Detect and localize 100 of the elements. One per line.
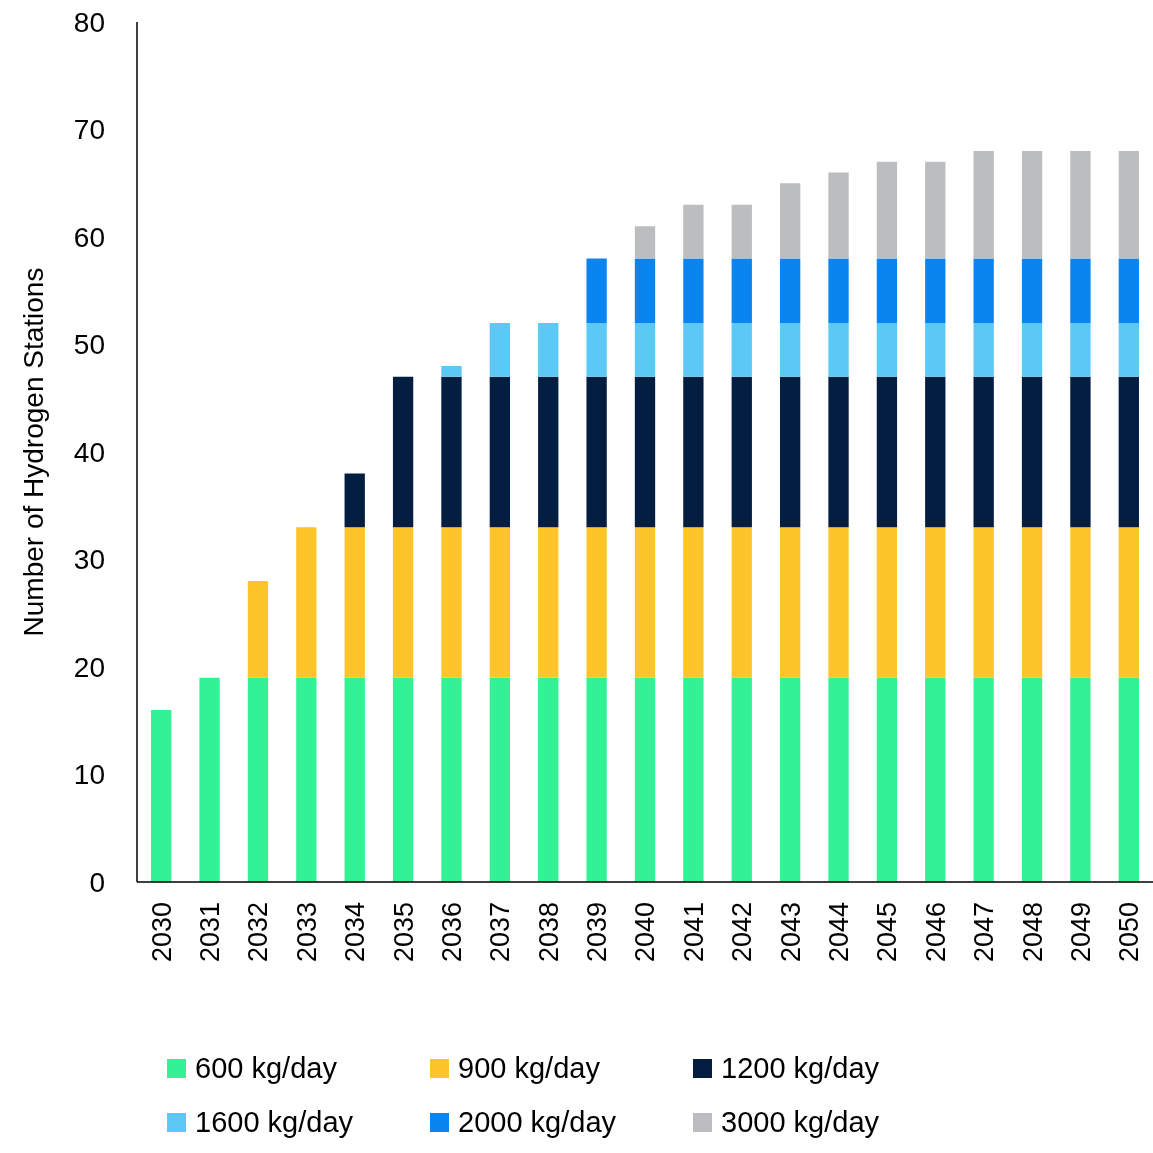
bar [1070, 258, 1091, 323]
bar [1070, 323, 1091, 377]
bar [344, 677, 365, 882]
bar [973, 527, 994, 678]
bar [731, 376, 752, 528]
bar [1118, 677, 1139, 882]
bar [538, 323, 559, 377]
bar [828, 258, 849, 323]
bar [828, 172, 849, 259]
bar [779, 527, 801, 678]
bar [1118, 258, 1139, 323]
bar [779, 183, 801, 259]
bar [538, 376, 559, 528]
bar [779, 677, 801, 882]
bar [1118, 527, 1139, 678]
bar [441, 366, 462, 377]
bar [876, 161, 898, 259]
bar [634, 226, 656, 259]
bar [392, 677, 414, 882]
x-tick-label: 2037 [485, 902, 516, 963]
bar [1118, 376, 1139, 528]
bar [1021, 151, 1043, 259]
x-tick-label: 2048 [1017, 902, 1048, 963]
bar [1021, 323, 1043, 377]
bar [731, 527, 752, 678]
legend-label: 1200 kg/day [721, 1052, 880, 1085]
y-tick-label: 80 [73, 6, 105, 38]
bar [828, 677, 849, 882]
x-tick-label: 2043 [775, 902, 806, 963]
x-tick-label: 2033 [291, 902, 322, 963]
x-tick-label: 2038 [533, 902, 564, 963]
bar [973, 677, 994, 882]
bar [1021, 677, 1043, 882]
x-tick-label: 2047 [969, 902, 1000, 963]
bar [925, 376, 946, 528]
x-tick-label: 2031 [195, 902, 226, 963]
bar [731, 204, 752, 259]
bar [199, 677, 220, 882]
bar [925, 677, 946, 882]
bar [634, 258, 656, 323]
bar [925, 258, 946, 323]
x-tick-label: 2045 [872, 902, 903, 963]
bar [828, 323, 849, 377]
bar [392, 376, 414, 528]
bar [876, 677, 898, 882]
bar [344, 527, 365, 678]
bar [683, 258, 704, 323]
bar [634, 376, 656, 528]
bar [1070, 527, 1091, 678]
x-tick-label: 2034 [340, 902, 371, 963]
x-tick-label: 2050 [1114, 902, 1145, 963]
bar [876, 376, 898, 528]
x-tick-label: 2049 [1065, 902, 1096, 963]
bar [1021, 527, 1043, 678]
bar [683, 677, 704, 882]
bar [441, 527, 462, 678]
bar [247, 581, 269, 678]
bar [828, 376, 849, 528]
bar [925, 161, 946, 259]
bar [683, 323, 704, 377]
bar [151, 710, 172, 882]
bar [586, 527, 607, 678]
y-tick-label: 30 [73, 544, 105, 576]
bar [876, 258, 898, 323]
bar [489, 677, 511, 882]
bar [973, 151, 994, 259]
bar [973, 258, 994, 323]
bar [441, 677, 462, 882]
bar [683, 376, 704, 528]
x-tick-label: 2041 [678, 902, 709, 963]
bar [1021, 258, 1043, 323]
y-tick-label: 10 [73, 759, 105, 791]
bar [296, 527, 317, 678]
bar [731, 258, 752, 323]
x-tick-label: 2039 [582, 902, 613, 963]
bar [634, 323, 656, 377]
bar [876, 527, 898, 678]
bar [586, 376, 607, 528]
bar [925, 527, 946, 678]
bar [779, 323, 801, 377]
bar [634, 527, 656, 678]
bar [683, 204, 704, 259]
bar [731, 677, 752, 882]
y-tick-label: 50 [73, 329, 105, 361]
bar [489, 376, 511, 528]
legend-label: 1600 kg/day [195, 1106, 354, 1139]
bar [876, 323, 898, 377]
x-tick-label: 2030 [146, 902, 177, 963]
y-axis-title: Number of Hydrogen Stations [17, 267, 49, 637]
legend-label: 3000 kg/day [721, 1106, 880, 1139]
bar [344, 473, 365, 528]
y-tick-label: 20 [73, 651, 105, 683]
bar [441, 376, 462, 528]
bar [973, 376, 994, 528]
x-tick-label: 2036 [436, 902, 467, 963]
bar [247, 677, 269, 882]
y-tick-label: 0 [89, 866, 105, 898]
legend-label: 2000 kg/day [458, 1106, 617, 1139]
legend-label: 600 kg/day [195, 1052, 338, 1085]
bar [1118, 151, 1139, 259]
